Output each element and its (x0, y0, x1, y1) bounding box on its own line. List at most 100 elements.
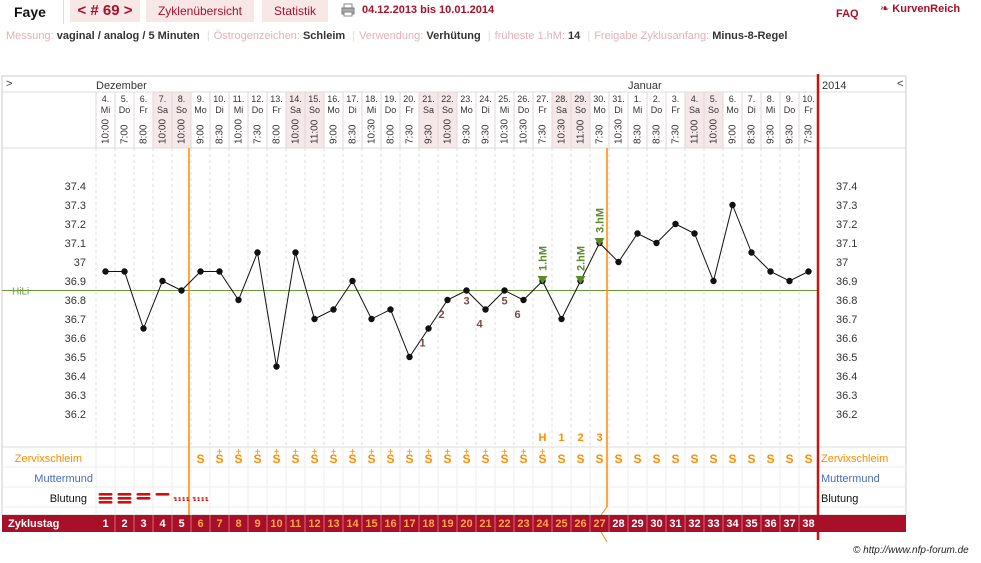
measure-time: 9:30 (481, 124, 492, 144)
cycle-day-number: 26 (574, 518, 586, 530)
weekday: Di (747, 105, 756, 115)
day-number: 25. (498, 94, 511, 104)
day-number: 9. (197, 94, 205, 104)
cycle-day-number: 6 (197, 518, 203, 530)
day-number: 15. (308, 94, 321, 104)
cycle-day-number: 14 (346, 518, 359, 530)
day-number: 2. (653, 94, 661, 104)
measure-time: 10:30 (519, 119, 530, 144)
mucus-plus: + (255, 447, 261, 458)
mucus-plus: + (236, 447, 242, 458)
cycle-day-number: 34 (726, 518, 739, 530)
temperature-curve (105, 203, 809, 367)
mucus-symbol: S (443, 452, 451, 466)
day-number: 27. (536, 94, 549, 104)
row-label-cervix-mucus-right: Zervixschleim (821, 453, 888, 465)
measure-time: 10:00 (291, 119, 302, 144)
day-number: 3. (672, 94, 680, 104)
row-label-cervix-right: Muttermund (821, 473, 880, 485)
day-number: 7. (159, 94, 167, 104)
mucus-plus: + (331, 447, 337, 458)
measure-time: 8:30 (348, 124, 359, 144)
day-number: 4. (691, 94, 699, 104)
row-label-bleeding: Blutung (50, 493, 87, 505)
weekday: So (575, 105, 586, 115)
measure-time: 7:30 (253, 124, 264, 144)
day-number: 9. (786, 94, 794, 104)
weekday: Di (348, 105, 357, 115)
temperature-point (102, 268, 109, 275)
temperature-point (767, 268, 774, 275)
scroll-right-arrow: < (897, 78, 903, 90)
temperature-point (501, 287, 508, 294)
mucus-plus: + (483, 447, 489, 458)
weekend-shade (438, 92, 457, 148)
info-value: 14 (568, 30, 584, 42)
weekday: Fr (671, 105, 680, 115)
weekend-shade (286, 92, 305, 148)
temperature-point (615, 258, 622, 266)
day-number: 31. (612, 94, 625, 104)
weekday: Mo (327, 105, 340, 115)
cycle-day-number: 2 (121, 518, 127, 530)
measure-time: 8:30 (215, 124, 226, 144)
day-number: 10. (213, 94, 226, 104)
high-measurement-marker (537, 276, 548, 284)
faq-link[interactable]: FAQ (836, 8, 859, 20)
weekday: Fr (405, 105, 414, 115)
mucus-symbol: S (785, 452, 793, 466)
weekday: Mi (101, 105, 111, 115)
weekday: Do (651, 105, 663, 115)
mucus-symbol: S (500, 452, 508, 466)
bleeding-mark (136, 493, 151, 496)
measure-time: 9:00 (196, 124, 207, 144)
mucus-plus: + (426, 447, 432, 458)
temperature-point (178, 287, 185, 294)
day-number: 8. (767, 94, 775, 104)
cycle-day-number: 32 (688, 518, 700, 530)
tab-statistics[interactable]: Statistik (262, 0, 328, 22)
y-tick-left: 37.2 (65, 219, 86, 231)
tab-cycle-overview[interactable]: Zyklenübersicht (146, 0, 254, 22)
measure-time: 11:00 (690, 119, 701, 144)
mucus-symbol: S (310, 452, 318, 466)
day-number: 22. (441, 94, 454, 104)
logo[interactable]: ❧ KurvenReich (880, 2, 960, 15)
cycle-day-number: 36 (764, 518, 776, 530)
mucus-plus: + (540, 447, 546, 458)
temperature-point (748, 249, 755, 256)
cycle-selector[interactable]: < # 69 > (70, 0, 140, 22)
measure-time: 8:00 (386, 124, 397, 144)
weekend-shade (685, 92, 704, 148)
info-label: früheste 1.hM: (494, 30, 569, 42)
y-tick-right: 36.2 (836, 409, 857, 421)
y-tick-right: 37 (836, 257, 848, 269)
measure-time: 10:30 (557, 119, 568, 144)
measure-time: 10:30 (500, 119, 511, 144)
temperature-point (349, 277, 356, 285)
weekday: Fr (139, 105, 148, 115)
temperature-point (330, 306, 337, 313)
weekday: Di (614, 105, 623, 115)
mucus-plus: + (388, 447, 394, 458)
evaluation-line-tick (600, 506, 608, 516)
temperature-point (387, 306, 394, 313)
evaluation-line-tick (600, 531, 608, 543)
bleeding-mark (98, 493, 113, 496)
measure-time: 10:00 (177, 119, 188, 144)
mucus-symbol: S (804, 452, 812, 466)
weekday: Di (481, 105, 490, 115)
mucus-peak-count: 3 (596, 432, 602, 444)
measure-time: 10:30 (614, 119, 625, 144)
temperature-point (273, 363, 280, 370)
printer-icon[interactable] (341, 3, 355, 17)
weekday: Sa (423, 105, 434, 115)
cycle-day-number: 35 (745, 518, 757, 530)
measure-time: 9:30 (462, 124, 473, 144)
weekday: Do (518, 105, 530, 115)
day-number: 24. (479, 94, 492, 104)
temperature-point (672, 220, 679, 228)
cycle-day-number: 5 (178, 518, 184, 530)
measure-time: 8:30 (633, 124, 644, 144)
y-tick-left: 36.3 (65, 390, 86, 402)
